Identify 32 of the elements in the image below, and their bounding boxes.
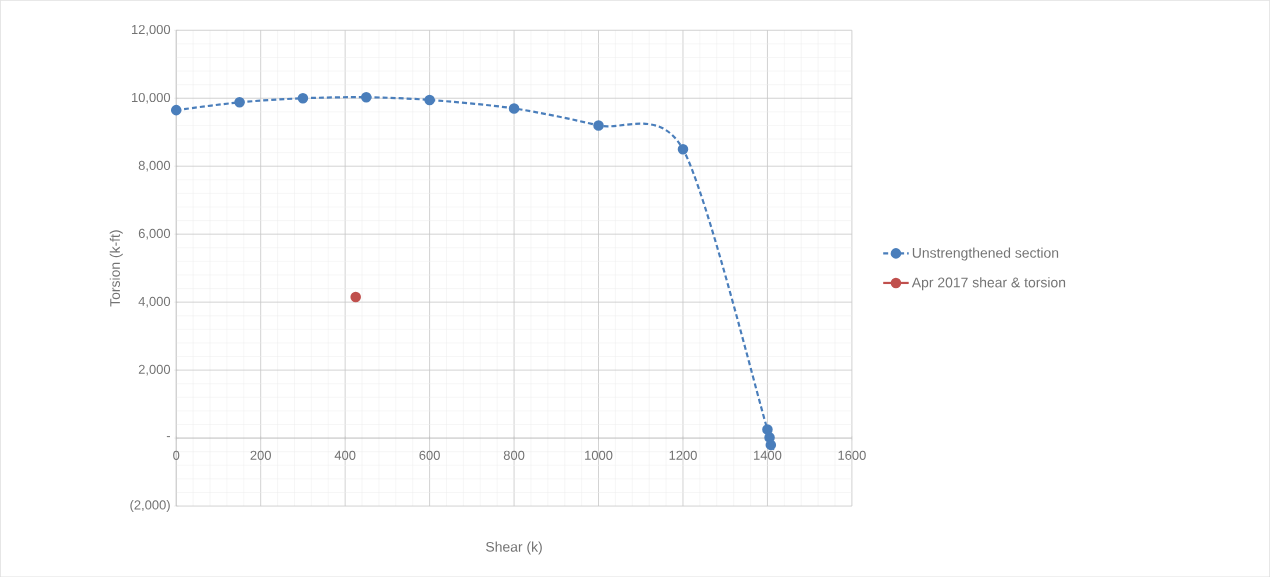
point xyxy=(508,103,520,114)
point xyxy=(350,291,361,303)
x-tick-label: 1600 xyxy=(838,450,866,460)
x-axis-title: Shear (k) xyxy=(486,541,542,555)
y-tick-label: 4,000 xyxy=(138,296,171,308)
y-tick-label: 8,000 xyxy=(138,160,171,172)
point xyxy=(677,143,689,155)
y-tick-label: 10,000 xyxy=(131,92,171,104)
x-tick-label: 400 xyxy=(334,450,356,460)
legend-label: Unstrengthened section xyxy=(912,247,1059,261)
point xyxy=(360,91,372,103)
point xyxy=(765,439,777,451)
y-tick-label: 2,000 xyxy=(138,364,171,376)
y-axis-title: Torsion (k-ft) xyxy=(109,230,123,307)
x-tick-label: 800 xyxy=(503,450,525,460)
x-tick-label: 1400 xyxy=(754,450,782,460)
x-tick-label: 1200 xyxy=(669,450,697,460)
point xyxy=(424,94,435,106)
y-tick-label: 6,000 xyxy=(138,228,171,240)
y-tick-label: 12,000 xyxy=(131,24,171,36)
x-tick-label: 0 xyxy=(173,450,180,460)
y-tick-label: - xyxy=(166,435,171,437)
point xyxy=(593,120,604,131)
point xyxy=(170,104,182,116)
point xyxy=(234,96,245,108)
x-tick-label: 200 xyxy=(250,450,271,460)
y-tick-label: (2,000) xyxy=(130,499,170,512)
legend-label: Apr 2017 shear & torsion xyxy=(911,276,1066,290)
point xyxy=(297,92,309,104)
x-tick-label: 600 xyxy=(419,450,440,460)
x-tick-label: 1000 xyxy=(585,450,613,460)
point xyxy=(762,424,773,435)
